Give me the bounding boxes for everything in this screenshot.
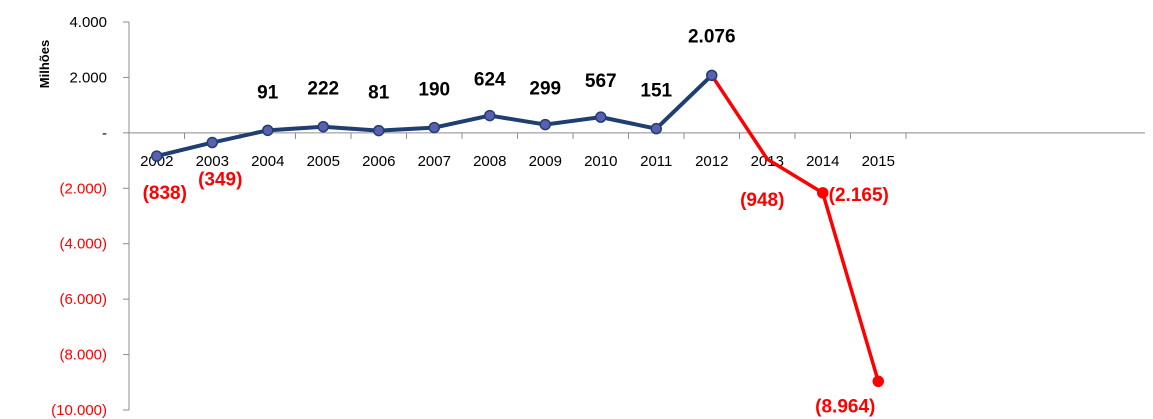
- y-axis-title: Milhões: [37, 40, 52, 88]
- y-tick-label: (8.000): [59, 347, 107, 364]
- data-point: [484, 109, 496, 122]
- x-tick-label: 2014: [806, 153, 839, 170]
- x-tick-label: 2006: [362, 153, 395, 170]
- data-point: [206, 136, 218, 149]
- data-point: [706, 69, 718, 82]
- data-point: [539, 118, 551, 131]
- data-point: [872, 375, 884, 388]
- data-point: [262, 124, 274, 137]
- x-tick-label: 2007: [418, 153, 451, 170]
- data-markers: [151, 69, 884, 388]
- data-label: (2.165): [829, 185, 889, 206]
- x-tick-label: 2012: [695, 153, 728, 170]
- data-label: (349): [198, 170, 242, 191]
- x-tick-label: 2005: [307, 153, 340, 170]
- y-tick-label: 4.000: [69, 14, 107, 31]
- y-tick-label: -: [102, 125, 107, 142]
- data-label: 222: [307, 79, 339, 100]
- data-point: [151, 150, 163, 162]
- data-label: 567: [585, 71, 617, 92]
- data-point: [650, 122, 662, 135]
- y-tick-label: (10.000): [51, 402, 107, 419]
- data-label: (838): [143, 183, 187, 204]
- data-point: [428, 121, 440, 134]
- x-tick-label: 2015: [862, 153, 895, 170]
- x-axis-ticks: 2002200320042005200620072008200920102011…: [128, 132, 907, 170]
- data-label: 2.076: [688, 26, 736, 47]
- y-tick-label: (4.000): [59, 236, 107, 253]
- data-labels: (838) (349) 91 222 81 190 624 299 567 151 2.076 (94…: [143, 26, 889, 417]
- data-label: (8.964): [815, 396, 875, 417]
- x-tick-label: 2010: [584, 153, 617, 170]
- data-label: 81: [368, 83, 390, 104]
- y-axis-ticks: 4.000 2.000 - (2.000) (4.000) (6.000) (8.000) (…: [51, 14, 129, 419]
- x-tick-label: 2011: [640, 153, 672, 170]
- y-tick-label: 2.000: [69, 69, 107, 86]
- x-tick-label: 2009: [529, 153, 562, 170]
- data-label: (948): [740, 190, 784, 211]
- y-tick-label: (2.000): [59, 180, 107, 197]
- data-point: [817, 187, 829, 199]
- x-tick-label: 2004: [251, 153, 284, 170]
- projection-series-line: [710, 74, 880, 382]
- data-label: 624: [474, 70, 506, 91]
- data-label: 151: [640, 81, 672, 102]
- data-label: 299: [529, 79, 561, 100]
- data-label: 190: [418, 80, 450, 101]
- data-point: [317, 120, 329, 133]
- x-tick-label: 2008: [473, 153, 506, 170]
- data-point: [373, 124, 385, 137]
- axes: [128, 22, 1145, 410]
- x-tick-label: 2003: [196, 153, 229, 170]
- series-lines: [156, 73, 880, 382]
- y-tick-label: (6.000): [59, 291, 107, 308]
- data-label: 91: [257, 82, 279, 103]
- data-point: [595, 111, 607, 123]
